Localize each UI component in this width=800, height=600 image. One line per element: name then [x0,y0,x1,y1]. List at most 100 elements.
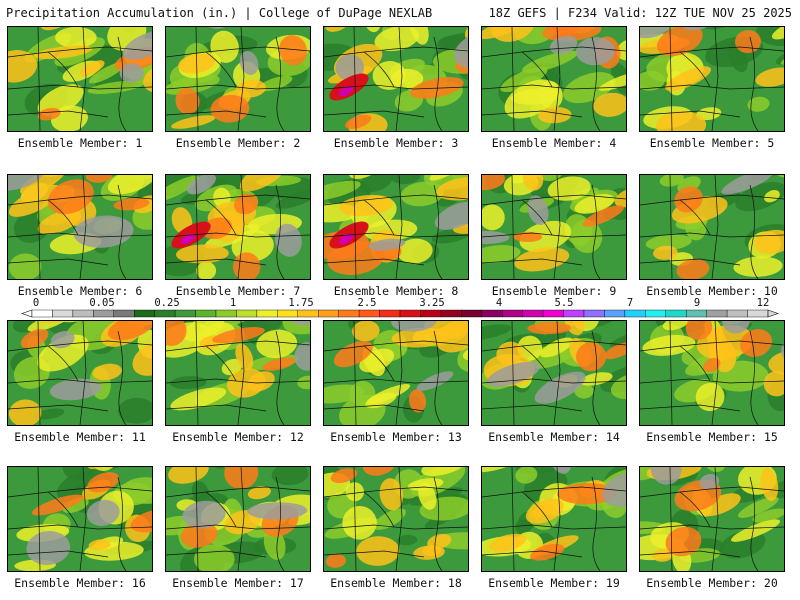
colorbar-segment [481,309,503,318]
precip-map [482,467,626,571]
colorbar-segment [379,309,401,318]
ensemble-member-label: Ensemble Member: 14 [488,430,620,444]
precip-map [482,321,626,425]
colorbar-segment [706,309,728,318]
ensemble-map-panel [639,26,785,132]
ensemble-map-panel [165,320,311,426]
ensemble-map-panel [165,174,311,280]
ensemble-map-panel [323,466,469,572]
precip-map [640,467,784,571]
ensemble-member-label: Ensemble Member: 13 [330,430,462,444]
colorbar-segment [563,309,585,318]
ensemble-map-panel [7,466,153,572]
ensemble-member-label: Ensemble Member: 15 [646,430,778,444]
colorbar-segment [256,309,278,318]
precip-map [482,27,626,131]
colorbar-tick-label: 2.5 [357,297,377,309]
colorbar-tick-label: 4 [495,297,503,309]
colorbar-tick-label: 12 [756,297,770,309]
colorbar-segment [215,309,237,318]
colorbar-segment [72,309,94,318]
colorbar-segment [338,309,360,318]
colorbar-segment [277,309,298,318]
colorbar-segment [113,309,135,318]
colorbar-segment [665,309,687,318]
precip-map [324,175,468,279]
precip-map [8,467,152,571]
ensemble-member-label: Ensemble Member: 12 [172,430,304,444]
colorbar-tick-label: 9 [693,297,701,309]
colorbar [21,309,779,318]
precip-map [8,27,152,131]
colorbar-segment [52,309,74,318]
precip-map [166,175,310,279]
precip-map [640,27,784,131]
ensemble-member-label: Ensemble Member: 8 [333,284,459,298]
colorbar-segment [154,309,176,318]
ensemble-member-label: Ensemble Member: 2 [175,136,301,150]
colorbar-tick-label: 7 [626,297,634,309]
ensemble-member-label: Ensemble Member: 16 [14,576,146,590]
ensemble-member-label: Ensemble Member: 6 [17,284,143,298]
colorbar-tick-label: 0.25 [154,297,180,309]
ensemble-map-panel [323,26,469,132]
colorbar-segment [358,309,380,318]
colorbar-segment [624,309,646,318]
ensemble-member-label: Ensemble Member: 18 [330,576,462,590]
colorbar-segment [399,309,421,318]
colorbar-segment [604,309,626,318]
ensemble-member-label: Ensemble Member: 5 [649,136,775,150]
ensemble-member-label: Ensemble Member: 17 [172,576,304,590]
colorbar-segment [502,309,523,318]
precip-map [166,321,310,425]
colorbar-segment [583,309,605,318]
ensemble-map-panel [323,320,469,426]
precip-map [166,467,310,571]
ensemble-member-label: Ensemble Member: 19 [488,576,620,590]
colorbar-arrow-right [767,309,779,318]
precip-map [324,467,468,571]
ensemble-map-panel [481,26,627,132]
ensemble-map-panel [7,174,153,280]
colorbar-tick-label: 1 [229,297,237,309]
ensemble-member-label: Ensemble Member: 4 [491,136,617,150]
precip-map [324,321,468,425]
ensemble-member-label: Ensemble Member: 3 [333,136,459,150]
ensemble-map-panel [481,466,627,572]
ensemble-map-panel [481,320,627,426]
colorbar-segment [522,309,544,318]
colorbar-segment [174,309,196,318]
colorbar-segment [542,309,564,318]
chart-title: Precipitation Accumulation (in.) | Colle… [6,6,433,20]
colorbar-segment [195,309,217,318]
valid-time: 18Z GEFS | F234 Valid: 12Z TUE NOV 25 20… [488,6,792,20]
colorbar-segment [31,309,53,318]
ensemble-map-panel [165,26,311,132]
ensemble-member-label: Ensemble Member: 10 [646,284,778,298]
colorbar-segment [747,309,769,318]
ensemble-map-panel [7,320,153,426]
colorbar-segment [726,309,748,318]
colorbar-segment [134,309,155,318]
precip-map [640,175,784,279]
ensemble-map-panel [165,466,311,572]
ensemble-member-label: Ensemble Member: 1 [17,136,143,150]
colorbar-segment [645,309,666,318]
colorbar-segment [297,309,319,318]
colorbar-tick-label: 0 [32,297,40,309]
precip-map [8,175,152,279]
ensemble-member-label: Ensemble Member: 11 [14,430,146,444]
ensemble-map-panel [323,174,469,280]
precip-map [640,321,784,425]
ensemble-map-panel [7,26,153,132]
colorbar-tick-label: 5.5 [554,297,574,309]
ensemble-map-panel [639,466,785,572]
precip-map [324,27,468,131]
colorbar-segment [461,309,482,318]
ensemble-member-label: Ensemble Member: 9 [491,284,617,298]
ensemble-map-panel [639,320,785,426]
precip-map [8,321,152,425]
precip-map [166,27,310,131]
colorbar-tick-label: 0.05 [89,297,115,309]
colorbar-tick-label: 3.25 [419,297,445,309]
